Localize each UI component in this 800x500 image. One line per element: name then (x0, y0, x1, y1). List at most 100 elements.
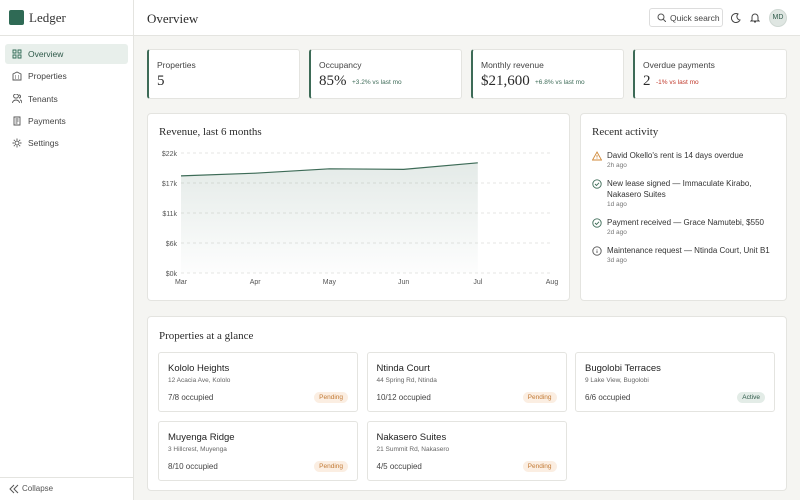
status-badge: Pending (314, 392, 348, 403)
stat-label: Monthly revenue (481, 60, 544, 70)
property-address: 9 Lake View, Bugolobi (585, 377, 649, 384)
icon (592, 246, 602, 256)
property-card[interactable]: Kololo Heights 12 Acacia Ave, Kololo 7/8 o… (158, 352, 358, 412)
search-button[interactable]: Quick search (649, 8, 723, 27)
avatar-initials: MD (772, 14, 784, 21)
nav-item[interactable]: Overview (5, 44, 128, 64)
property-name: Muyenga Ridge (168, 432, 235, 443)
properties-card: Properties at a glance Kololo Heights 12 … (147, 316, 787, 491)
page-title: Overview (147, 11, 199, 26)
stat-label: Occupancy (319, 60, 362, 70)
nav-item[interactable]: Properties (5, 66, 128, 86)
activity-text: New lease signed — Immaculate Kirabo, Na… (607, 179, 752, 199)
y-tick-label: $6k (166, 241, 178, 248)
property-name: Ntinda Court (376, 363, 430, 374)
stat-delta: +3.2% vs last mo (352, 79, 402, 86)
status-badge: Pending (522, 392, 557, 403)
chart-title: Revenue, last 6 months (159, 126, 262, 138)
notifications[interactable] (750, 12, 760, 23)
search-label: Quick search (670, 13, 720, 23)
stat-delta: +6.8% vs last mo (535, 79, 585, 86)
properties-title: Properties at a glance (159, 330, 254, 342)
divider (0, 477, 133, 478)
stat-label: Properties (157, 60, 196, 70)
stat-delta: -1% vs last mo (656, 79, 699, 86)
search-icon (657, 13, 666, 22)
icon (592, 179, 602, 189)
property-card[interactable]: Nakasero Suites 21 Summit Rd, Nakasero 4/5… (366, 421, 567, 481)
property-address: 44 Spring Rd, Ntinda (376, 377, 437, 384)
status-badge: Pending (314, 461, 348, 472)
nav-item[interactable]: Settings (5, 133, 128, 153)
property-card[interactable]: Bugolobi Terraces 9 Lake View, Bugolobi 6/… (575, 352, 775, 412)
nav-item[interactable]: Payments (5, 111, 128, 131)
x-tick-label: Aug (546, 279, 559, 286)
brand: Ledger (29, 10, 66, 25)
stat-label: Overdue payments (643, 60, 715, 70)
stat-card: Properties 5 (147, 49, 300, 99)
nav-label: Tenants (28, 93, 58, 104)
property-occupancy: 4/5 occupied (376, 462, 422, 471)
x-tick-label: Jun (398, 279, 409, 286)
line (180, 162, 478, 177)
nav-label: Settings (28, 138, 59, 149)
x-tick-label: Apr (250, 279, 262, 286)
header: Overview Quick search MD (134, 0, 800, 36)
y-tick-label: $0k (166, 271, 178, 278)
stat-value: 85% (319, 73, 347, 89)
property-name: Bugolobi Terraces (585, 363, 661, 374)
property-name: Nakasero Suites (376, 432, 447, 443)
activity-item: Payment received — Grace Namutebi, $550 2… (592, 217, 777, 236)
stat-value: 5 (157, 73, 165, 89)
y-tick-label: $17k (162, 181, 178, 188)
nav-label: Overview (28, 49, 64, 59)
nav-item[interactable]: Tenants (5, 89, 128, 109)
activity-time: 2d ago (607, 229, 627, 236)
activity-text: Maintenance request — Ntinda Court, Unit… (607, 246, 770, 255)
x-tick-label: Jul (473, 279, 482, 286)
area (181, 162, 478, 273)
property-card[interactable]: Muyenga Ridge 3 Hillcrest, Muyenga 8/10 oc… (158, 421, 358, 481)
stat-value: 2 (643, 73, 651, 89)
collapse-icon (9, 484, 19, 494)
icon (13, 116, 21, 126)
activity-item: David Okello's rent is 14 days overdue 2h… (592, 150, 777, 169)
icon (12, 93, 22, 103)
property-occupancy: 10/12 occupied (376, 393, 431, 402)
icon (592, 218, 602, 228)
activity-item: New lease signed — Immaculate Kirabo, Na… (592, 178, 777, 208)
stat-value: $21,600 (481, 73, 530, 89)
property-occupancy: 7/8 occupied (168, 393, 214, 402)
status-badge: Active (737, 392, 765, 403)
activity-time: 2h ago (607, 162, 627, 169)
x-tick-label: Mar (175, 279, 188, 286)
chart: $0k $6k $11k $17k $22k Mar Apr May Jun Jul Aug (162, 151, 559, 286)
nav-label: Payments (28, 115, 66, 126)
stat-card: Occupancy 85% +3.2% vs last mo (309, 49, 462, 99)
icon (12, 49, 22, 59)
property-address: 3 Hillcrest, Muyenga (168, 446, 227, 453)
activity-card: Recent activity David Okello's rent is 1… (580, 113, 787, 301)
property-name: Kololo Heights (168, 363, 230, 374)
theme-toggle[interactable] (731, 13, 741, 23)
stat-card: Monthly revenue $21,600 +6.8% vs last mo (471, 49, 624, 99)
activity-item: Maintenance request — Ntinda Court, Unit… (592, 245, 777, 264)
status-badge: Pending (522, 461, 557, 472)
icon (12, 138, 22, 148)
y-tick-label: $22k (162, 151, 178, 158)
stat-card: Overdue payments 2 -1% vs last mo (633, 49, 787, 99)
property-card[interactable]: Ntinda Court 44 Spring Rd, Ntinda 10/12 oc… (366, 352, 567, 412)
collapse-label: Collapse (22, 484, 54, 493)
collapse-button[interactable]: Collapse (8, 482, 126, 496)
avatar[interactable]: MD (769, 9, 787, 27)
property-occupancy: 6/6 occupied (585, 393, 631, 402)
activity-text: David Okello's rent is 14 days overdue (607, 151, 744, 160)
property-occupancy: 8/10 occupied (168, 462, 218, 471)
icon (592, 151, 602, 161)
icon (12, 71, 22, 81)
activity-title: Recent activity (592, 126, 659, 138)
logo (9, 10, 24, 25)
activity-time: 3d ago (607, 257, 627, 264)
property-address: 12 Acacia Ave, Kololo (168, 377, 231, 384)
